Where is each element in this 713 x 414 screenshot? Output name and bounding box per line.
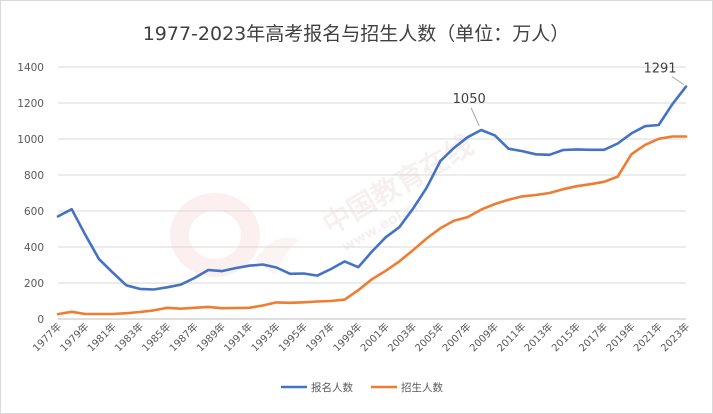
x-tick-label: 2001年 — [358, 320, 392, 354]
y-tick-label: 1200 — [17, 98, 44, 110]
series-line-1 — [56, 135, 688, 316]
series-lines — [56, 85, 688, 316]
x-tick-label: 2021年 — [631, 320, 665, 354]
x-tick-label: 1981年 — [84, 320, 118, 354]
x-tick-label: 2017年 — [576, 320, 610, 354]
x-tick-label: 1999年 — [330, 320, 364, 354]
x-tick-label: 2019年 — [603, 320, 637, 354]
data-label-2023: 1291 — [643, 62, 676, 77]
x-tick-label: 2015年 — [549, 320, 583, 354]
y-tick-label: 0 — [37, 314, 44, 326]
x-tick-label: 2009年 — [467, 320, 501, 354]
y-tick-label: 400 — [24, 242, 44, 254]
x-tick-label: 1983年 — [112, 320, 146, 354]
x-tick-label: 1995年 — [276, 320, 310, 354]
x-tick-label: 2013年 — [521, 320, 555, 354]
series-line-0 — [56, 85, 688, 291]
gridlines — [58, 66, 686, 320]
data-label-peak-2008: 1050 — [453, 92, 486, 107]
x-tick-label: 1987年 — [166, 320, 200, 354]
x-tick-label: 2005年 — [412, 320, 446, 354]
y-tick-label: 1000 — [17, 134, 44, 146]
x-tick-label: 1997年 — [303, 320, 337, 354]
legend-label-0: 报名人数 — [311, 381, 353, 394]
chart-title: 1977-2023年高考报名与招生人数（单位：万人） — [143, 23, 570, 45]
x-tick-label: 1993年 — [248, 320, 282, 354]
annotations: 1050 1291 — [453, 62, 685, 127]
x-tick-label: 2003年 — [385, 320, 419, 354]
y-tick-label: 200 — [24, 278, 44, 290]
data-label-leader — [671, 76, 685, 86]
x-axis: 1977年1979年1981年1983年1985年1987年1989年1991年… — [30, 320, 692, 354]
x-tick-label: 2011年 — [494, 320, 528, 354]
x-tick-label: 1985年 — [139, 320, 173, 354]
y-tick-label: 600 — [24, 206, 44, 218]
x-tick-label: 1989年 — [194, 320, 228, 354]
legend-label-1: 招生人数 — [401, 381, 443, 394]
x-tick-label: 1979年 — [57, 320, 91, 354]
watermark-logo: 中国教育在线 www.eol.cn — [170, 128, 479, 277]
y-tick-label: 800 — [24, 170, 44, 182]
x-tick-label: 1977年 — [30, 320, 64, 354]
legend: 报名人数 招生人数 — [281, 381, 443, 394]
x-tick-label: 2023年 — [658, 320, 692, 354]
y-tick-label: 1400 — [17, 62, 44, 74]
data-label-leader — [470, 107, 480, 127]
x-tick-label: 2007年 — [439, 320, 473, 354]
y-axis: 0 200 400 600 800 1000 1200 1400 — [17, 62, 44, 326]
x-tick-label: 1991年 — [221, 320, 255, 354]
